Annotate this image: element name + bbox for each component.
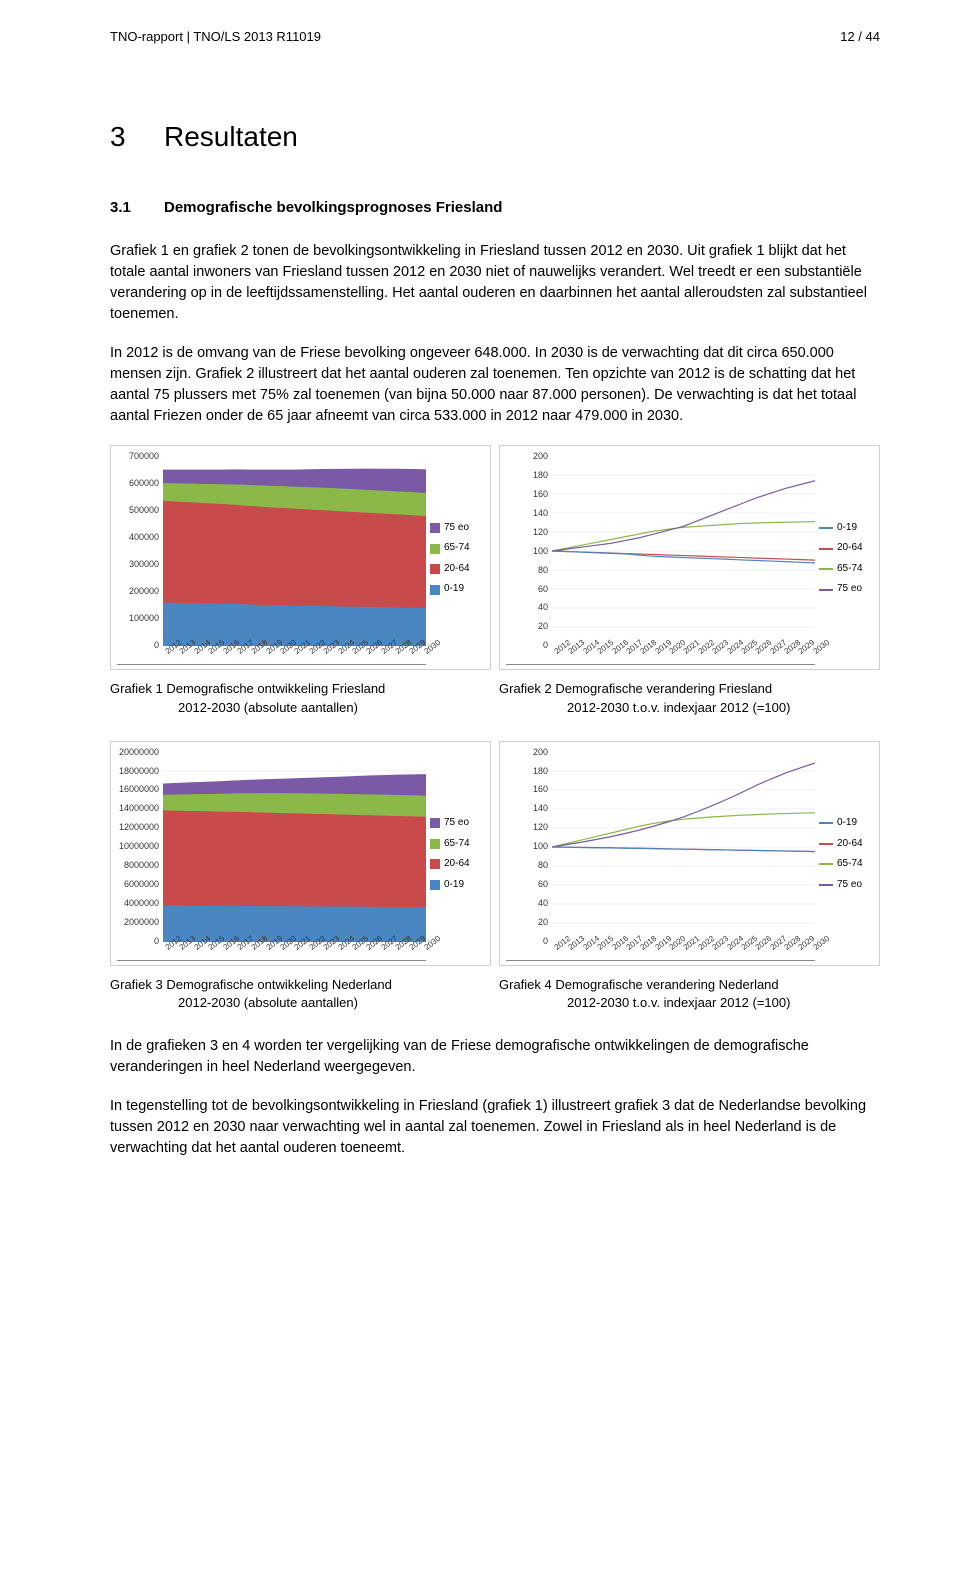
chart-4-xaxis: 2012201320142015201620172018201920202021…	[552, 944, 815, 962]
paragraph: In de grafieken 3 en 4 worden ter vergel…	[110, 1036, 880, 1078]
chart-1: 7000006000005000004000003000002000001000…	[110, 445, 491, 670]
caption-row-2: Grafiek 3 Demografische ontwikkeling Ned…	[110, 976, 880, 1012]
section-title-text: Resultaten	[164, 121, 298, 152]
header-right: 12 / 44	[840, 28, 880, 47]
chart-2-plot	[552, 456, 815, 646]
chart-1-legend: 75 eo65-7420-640-19	[426, 452, 486, 665]
caption-row-1: Grafiek 1 Demografische ontwikkeling Fri…	[110, 680, 880, 716]
chart-3: 2000000018000000160000001400000012000000…	[110, 741, 491, 966]
chart-1-yaxis: 7000006000005000004000003000002000001000…	[115, 452, 159, 650]
caption-4: Grafiek 4 Demografische verandering Nede…	[499, 976, 880, 1012]
chart-4: 200180160140120100806040200 201220132014…	[499, 741, 880, 966]
charts-row-2: 2000000018000000160000001400000012000000…	[110, 741, 880, 966]
chart-2-xaxis: 2012201320142015201620172018201920202021…	[552, 648, 815, 666]
subsection-title: 3.1Demografische bevolkingsprognoses Fri…	[110, 197, 880, 219]
subsection-title-text: Demografische bevolkingsprognoses Friesl…	[164, 199, 502, 216]
caption-3: Grafiek 3 Demografische ontwikkeling Ned…	[110, 976, 491, 1012]
chart-3-legend: 75 eo65-7420-640-19	[426, 748, 486, 961]
chart-1-plot	[163, 456, 426, 646]
chart-1-xaxis: 2012201320142015201620172018201920202021…	[163, 648, 426, 666]
section-number: 3	[110, 117, 164, 158]
paragraph: Grafiek 1 en grafiek 2 tonen de bevolkin…	[110, 241, 880, 325]
chart-3-plot	[163, 752, 426, 942]
chart-2: 200180160140120100806040200 201220132014…	[499, 445, 880, 670]
chart-3-xaxis: 2012201320142015201620172018201920202021…	[163, 944, 426, 962]
subsection-number: 3.1	[110, 197, 164, 219]
header-left: TNO-rapport | TNO/LS 2013 R11019	[110, 28, 321, 47]
paragraph: In tegenstelling tot de bevolkingsontwik…	[110, 1096, 880, 1159]
caption-1: Grafiek 1 Demografische ontwikkeling Fri…	[110, 680, 491, 716]
page-header: TNO-rapport | TNO/LS 2013 R11019 12 / 44	[110, 28, 880, 47]
chart-2-legend: 0-1920-6465-7475 eo	[815, 452, 875, 665]
caption-2: Grafiek 2 Demografische verandering Frie…	[499, 680, 880, 716]
charts-row-1: 7000006000005000004000003000002000001000…	[110, 445, 880, 670]
section-title: 3Resultaten	[110, 117, 880, 158]
chart-3-yaxis: 2000000018000000160000001400000012000000…	[115, 748, 159, 946]
chart-4-yaxis: 200180160140120100806040200	[504, 748, 548, 946]
chart-2-yaxis: 200180160140120100806040200	[504, 452, 548, 650]
chart-4-legend: 0-1920-6465-7475 eo	[815, 748, 875, 961]
chart-4-plot	[552, 752, 815, 942]
paragraph: In 2012 is de omvang van de Friese bevol…	[110, 343, 880, 427]
